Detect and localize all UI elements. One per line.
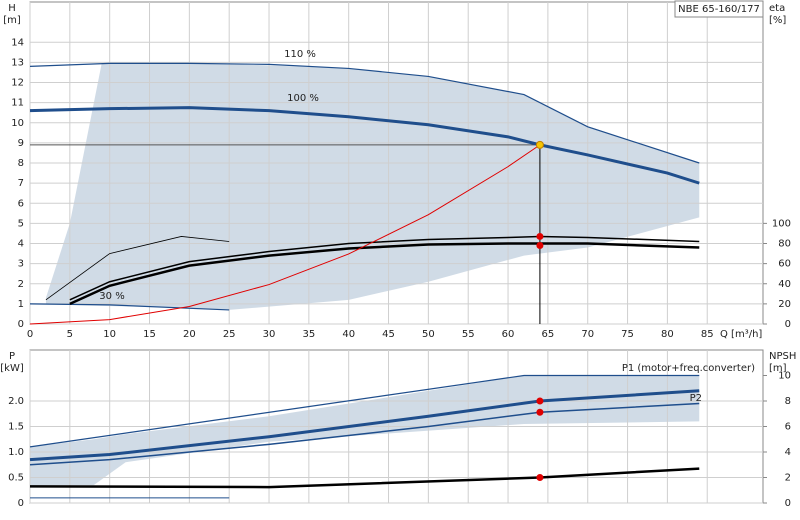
chart-title: NBE 65-160/177	[678, 4, 760, 15]
curve	[29, 389, 700, 462]
y2-tick-label: 10	[778, 371, 791, 382]
y-axis-unit: [kW]	[0, 363, 24, 374]
y-axis-label: H	[8, 3, 16, 14]
curve	[69, 242, 700, 306]
x-tick-label: 80	[661, 329, 674, 340]
curve-label: P1 (motor+freq.converter)	[622, 363, 755, 374]
curve	[29, 62, 700, 164]
y-tick-label: 5	[18, 218, 24, 229]
x-axis-label: Q [m³/h]	[720, 329, 762, 340]
curve-label: 100 %	[287, 93, 319, 104]
x-tick-label: 40	[342, 329, 355, 340]
curve	[45, 236, 230, 301]
y-tick-label: 10	[11, 118, 24, 129]
operating-point	[536, 232, 544, 240]
x-tick-label: 35	[302, 329, 315, 340]
x-tick-label: 65	[542, 329, 555, 340]
x-tick-label: 15	[143, 329, 156, 340]
curve	[29, 374, 700, 448]
x-tick-label: 25	[223, 329, 236, 340]
y-tick-label: 8	[18, 158, 24, 169]
x-tick-label: 10	[103, 329, 116, 340]
operating-point	[536, 397, 544, 405]
y2-tick-label: 0	[785, 498, 791, 509]
curve	[29, 467, 700, 489]
y2-axis-unit: [m]	[769, 363, 787, 374]
x-tick-label: 45	[382, 329, 395, 340]
y-tick-label: 1	[18, 299, 24, 310]
y2-axis-label: NPSH	[769, 351, 796, 362]
curve	[29, 303, 230, 311]
y-tick-label: 3	[18, 259, 24, 270]
y-tick-label: 0	[18, 498, 24, 509]
y-tick-label: 9	[18, 138, 24, 149]
operating-point	[536, 242, 544, 250]
curve	[29, 106, 700, 185]
y2-tick-label: 60	[778, 259, 791, 270]
x-tick-label: 60	[502, 329, 515, 340]
y-tick-label: 1.5	[8, 422, 24, 433]
y2-tick-label: 100	[772, 218, 791, 229]
y-tick-label: 1.0	[8, 447, 24, 458]
y2-tick-label: 6	[785, 422, 791, 433]
y2-tick-label: 4	[785, 447, 791, 458]
x-tick-label: 50	[422, 329, 435, 340]
x-tick-label: 5	[67, 329, 73, 340]
y-tick-label: 7	[18, 178, 24, 189]
operating-point	[535, 140, 544, 149]
y2-tick-label: 0	[785, 319, 791, 330]
y2-tick-label: 8	[785, 396, 791, 407]
x-tick-label: 55	[462, 329, 475, 340]
curve	[29, 402, 700, 466]
y2-tick-label: 2	[785, 473, 791, 484]
y-tick-label: 2.0	[8, 396, 24, 407]
y2-tick-label: 20	[778, 299, 791, 310]
y-tick-label: 2	[18, 279, 24, 290]
curve	[69, 235, 700, 301]
x-tick-label: 85	[701, 329, 714, 340]
y2-tick-label: 40	[778, 279, 791, 290]
operating-point	[536, 408, 544, 416]
x-tick-label: 75	[621, 329, 634, 340]
y-tick-label: 0.5	[8, 473, 24, 484]
y-tick-label: 11	[11, 98, 24, 109]
y-axis-unit: [m]	[3, 15, 21, 26]
curve-label: 110 %	[284, 49, 316, 60]
operating-point	[536, 474, 544, 481]
curve	[29, 144, 541, 325]
y2-tick-label: 80	[778, 239, 791, 250]
x-tick-label: 0	[27, 329, 33, 340]
y-tick-label: 4	[18, 239, 24, 250]
y-tick-label: 12	[11, 78, 24, 89]
y2-axis-unit: [%]	[769, 15, 786, 26]
x-tick-label: 20	[183, 329, 196, 340]
curve-label: 30 %	[99, 291, 124, 302]
operating-range	[45, 63, 700, 310]
y-tick-label: 0	[18, 319, 24, 330]
curve-label: P2	[690, 393, 702, 404]
x-tick-label: 30	[263, 329, 276, 340]
title-box	[674, 0, 764, 18]
y-tick-label: 14	[11, 37, 24, 48]
y-tick-label: 6	[18, 198, 24, 209]
x-tick-label: 70	[581, 329, 594, 340]
y-axis-label: P	[9, 351, 15, 362]
y-tick-label: 13	[11, 57, 24, 68]
y2-axis-label: eta	[769, 3, 785, 14]
